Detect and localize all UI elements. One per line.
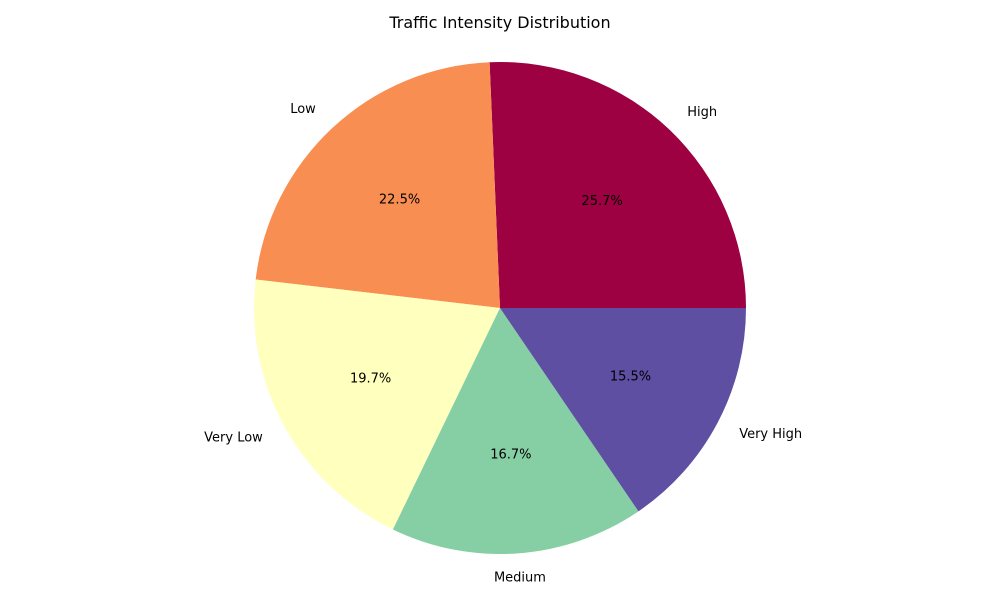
slice-percent-low: 22.5%	[379, 192, 420, 207]
slice-label-very-low: Very Low	[204, 431, 263, 446]
slice-label-medium: Medium	[494, 570, 546, 585]
slice-percent-very-low: 19.7%	[350, 372, 391, 387]
pie-slice-very-high	[500, 308, 746, 512]
chart-title: Traffic Intensity Distribution	[388, 13, 610, 32]
slice-percent-high: 25.7%	[581, 194, 622, 209]
pie-labels: High 25.7% Low 22.5% Very Low 19.7% Medium 16.7…	[204, 102, 802, 585]
pie-slice-medium	[392, 308, 639, 554]
pie-slice-very-low	[254, 279, 500, 530]
pie-slices	[254, 62, 746, 554]
slice-label-very-high: Very High	[739, 427, 802, 442]
pie-slice-high	[489, 62, 746, 309]
slice-label-high: High	[687, 105, 717, 120]
slice-label-low: Low	[290, 102, 316, 117]
slice-percent-very-high: 15.5%	[610, 370, 651, 385]
slice-percent-medium: 16.7%	[490, 448, 531, 463]
pie-slice-low	[255, 62, 500, 309]
